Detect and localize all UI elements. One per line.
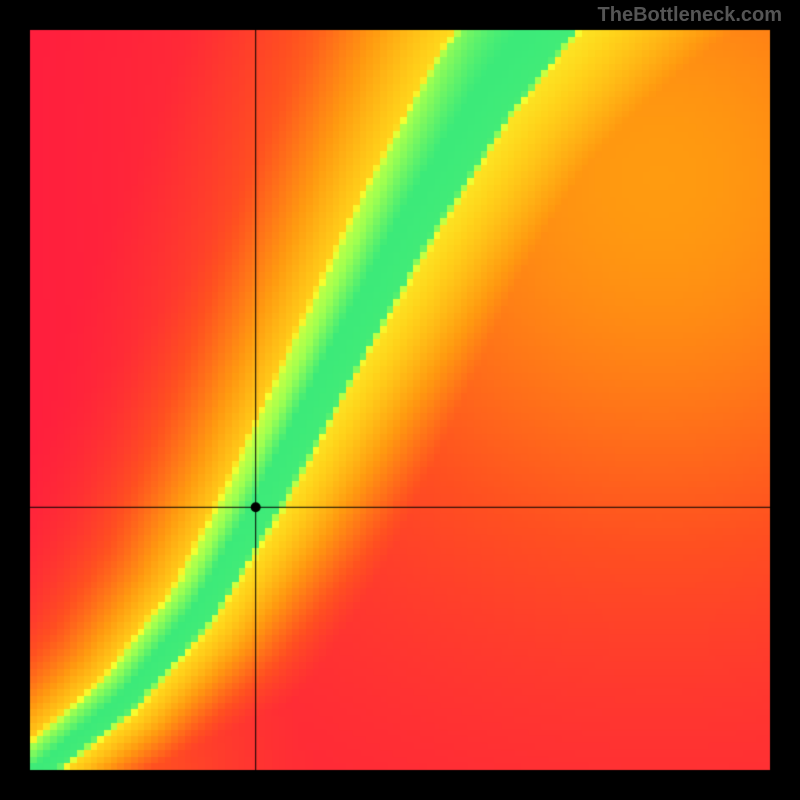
- watermark-text: TheBottleneck.com: [598, 4, 782, 27]
- chart-container: TheBottleneck.com: [0, 0, 800, 800]
- heatmap-canvas: [0, 0, 800, 800]
